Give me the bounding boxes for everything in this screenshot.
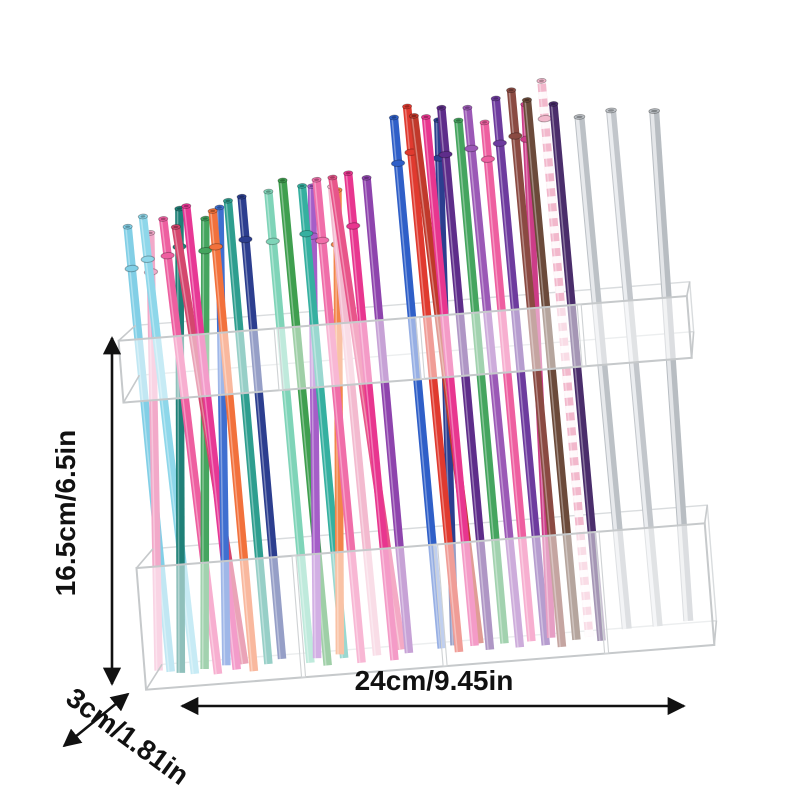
rail-corner-edge [118,324,136,342]
tray-divider [291,554,307,679]
straw-holder [117,77,718,691]
tray-corner-edge [703,504,709,524]
tray-front-wall [135,522,716,691]
rail-divider [273,327,284,391]
height-dimension-label: 16.5cm/6.5in [50,430,81,597]
width-dimension-label: 24cm/9.45in [355,665,514,696]
rail-corner-edge [686,281,691,297]
rail-divider [576,303,587,368]
tray-divider [432,543,448,667]
rail-corner-edge [690,331,695,358]
tray-corner-edge [713,620,718,646]
tray-corner-edge [135,548,154,569]
tray-divider [594,531,610,655]
rail-divider [415,316,426,380]
depth-dimension-arrow [62,692,130,748]
tray-corner-edge [145,663,163,691]
rail-corner-edge [122,374,141,403]
depth-dimension-label: 3cm/1.81in [61,682,195,791]
